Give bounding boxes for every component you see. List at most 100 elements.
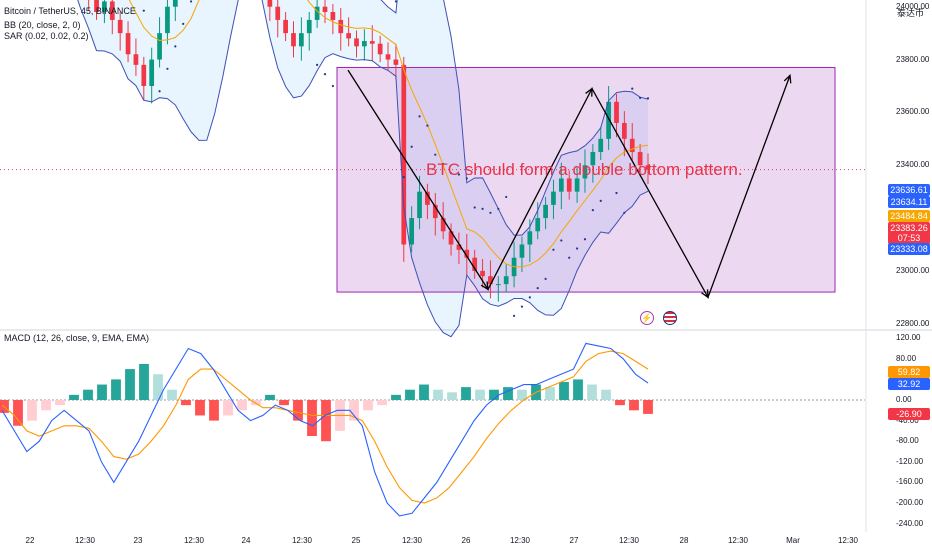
sar-dot bbox=[591, 209, 594, 212]
candle-body bbox=[377, 43, 383, 55]
macd-histogram-bar bbox=[559, 381, 569, 400]
sar-dot bbox=[394, 0, 398, 3]
time-tick-label: 25 bbox=[351, 536, 361, 545]
macd-histogram-bar bbox=[97, 384, 107, 400]
lightning-icon[interactable]: ⚡ bbox=[640, 311, 654, 325]
macd-histogram-bar bbox=[195, 400, 205, 416]
bb-basis-line bbox=[128, 0, 649, 268]
candle-body bbox=[488, 276, 493, 285]
price-tick-label: 23800.00 bbox=[896, 54, 930, 64]
candle-body bbox=[299, 33, 304, 47]
macd-histogram-bar bbox=[545, 387, 555, 400]
candle-body bbox=[133, 54, 139, 65]
sar-dot bbox=[182, 22, 185, 25]
symbol-title[interactable]: Bitcoin / TetherUS, 45, BINANCE bbox=[4, 6, 136, 16]
sar-dot bbox=[331, 84, 334, 88]
candle-body bbox=[354, 38, 359, 47]
candle-body bbox=[432, 204, 438, 219]
bb-fill-area bbox=[77, 0, 648, 337]
bb-lower-line bbox=[77, 0, 649, 338]
parabolic-sar-dots bbox=[142, 0, 650, 317]
sar-dot bbox=[631, 87, 634, 90]
sar-dot bbox=[442, 162, 445, 166]
bb-legend[interactable]: BB (20, close, 2, 0) bbox=[4, 20, 81, 30]
time-tick-label: 28 bbox=[679, 536, 689, 545]
price-badge: 23636.61 bbox=[888, 184, 930, 196]
candle-body bbox=[645, 165, 651, 170]
time-tick-label: 12:30 bbox=[183, 536, 205, 545]
time-tick-label: 12:30 bbox=[291, 536, 313, 545]
candle-body bbox=[306, 19, 312, 34]
macd-histogram-bar bbox=[489, 389, 499, 400]
sar-dot bbox=[489, 211, 492, 214]
candle-body bbox=[314, 6, 320, 20]
time-tick-label: 27 bbox=[569, 536, 579, 545]
sar-dot bbox=[583, 238, 587, 241]
macd-histogram-bar bbox=[251, 400, 261, 406]
sar-dot bbox=[457, 173, 461, 176]
sar-dot bbox=[536, 286, 539, 290]
macd-line bbox=[1, 342, 649, 517]
sar-dot bbox=[552, 248, 555, 251]
candle-body bbox=[519, 244, 525, 258]
price-tick-label: 23400.00 bbox=[896, 160, 930, 170]
candle-body bbox=[338, 19, 344, 34]
candle-body bbox=[614, 101, 619, 123]
sar-dot bbox=[575, 247, 579, 250]
candle-body bbox=[172, 0, 178, 7]
macd-histogram-bar bbox=[363, 400, 373, 411]
macd-histogram-bar bbox=[167, 389, 177, 400]
time-tick-label: 12:30 bbox=[74, 536, 96, 545]
macd-histogram-bar bbox=[587, 384, 597, 400]
macd-histogram-bar bbox=[153, 374, 163, 400]
candle-body bbox=[503, 276, 509, 285]
candle-body bbox=[440, 218, 446, 232]
macd-pane bbox=[0, 342, 653, 517]
candle-body bbox=[385, 54, 391, 60]
macd-histogram-bar bbox=[13, 400, 23, 426]
sar-dot bbox=[142, 9, 145, 12]
candle-body bbox=[165, 6, 170, 34]
candle-body bbox=[582, 165, 588, 179]
macd-tick-label: 0.00 bbox=[896, 395, 912, 404]
candle-body bbox=[362, 41, 367, 47]
sar-dot bbox=[599, 199, 602, 203]
macd-tick-label: -40.00 bbox=[896, 415, 919, 425]
time-tick-label: 12:30 bbox=[509, 536, 531, 545]
macd-badge: 32.92 bbox=[888, 378, 930, 390]
candle-body bbox=[125, 33, 131, 55]
sar-dot bbox=[639, 96, 642, 99]
candle-body bbox=[535, 218, 541, 232]
candle-body bbox=[480, 270, 485, 277]
macd-histogram-bar bbox=[601, 389, 611, 400]
macd-histogram-bar bbox=[265, 394, 275, 400]
macd-tick-label: -160.00 bbox=[896, 477, 924, 487]
projection-arrowhead bbox=[783, 74, 792, 84]
sar-legend[interactable]: SAR (0.02, 0.02, 0.2) bbox=[4, 31, 89, 41]
time-tick-label: 12:30 bbox=[618, 536, 640, 545]
candle-body bbox=[141, 64, 147, 86]
candle-body bbox=[464, 249, 470, 258]
macd-tick-label: -120.00 bbox=[896, 456, 924, 466]
macd-histogram-bar bbox=[27, 400, 37, 421]
macd-legend[interactable]: MACD (12, 26, close, 9, EMA, EMA) bbox=[4, 333, 150, 343]
candle-body bbox=[456, 244, 462, 250]
projection-arrowhead bbox=[585, 87, 593, 97]
sar-dot bbox=[174, 45, 177, 48]
macd-histogram-bar bbox=[41, 400, 51, 411]
macd-histogram-bar bbox=[279, 400, 289, 406]
sar-dot bbox=[512, 314, 516, 317]
candle-body bbox=[149, 59, 155, 86]
sar-dot bbox=[646, 97, 650, 100]
macd-histogram-bar bbox=[237, 400, 247, 411]
macd-histogram-bar bbox=[461, 387, 471, 400]
macd-histogram-bar bbox=[447, 392, 457, 400]
time-tick-label: 12:30 bbox=[727, 536, 749, 545]
candle-body bbox=[637, 152, 643, 166]
macd-histogram-bar bbox=[615, 400, 625, 406]
sar-dot bbox=[410, 145, 413, 148]
sar-dot bbox=[505, 195, 508, 199]
us-flag-icon[interactable] bbox=[663, 311, 677, 325]
time-tick-label: 12:30 bbox=[401, 536, 423, 545]
